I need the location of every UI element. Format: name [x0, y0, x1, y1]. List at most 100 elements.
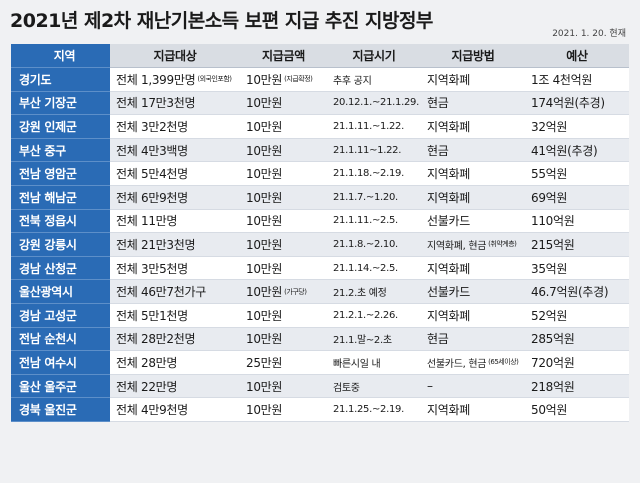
target-value: 전체 4만9천명 — [116, 403, 188, 418]
cell-amount: 10만원 — [240, 233, 327, 257]
cell-when: 21.1.말~2.초 — [327, 327, 421, 352]
cell-target: 전체 22만명 — [110, 374, 240, 399]
cell-budget: 55억원 — [525, 162, 629, 186]
cell-method: 지역화폐 — [421, 256, 525, 281]
method-value: 지역화폐 — [427, 72, 470, 87]
cell-budget: 52억원 — [525, 303, 629, 328]
cell-method: 현금 — [421, 138, 525, 163]
cell-when: 21.1.11~1.22. — [327, 138, 421, 163]
cell-method: 지역화폐 — [421, 185, 525, 210]
cell-method: 지역화폐 — [421, 162, 525, 186]
cell-target: 전체 4만3백명 — [110, 138, 240, 163]
cell-amount: 10만원 — [240, 185, 327, 210]
amount-note: (가구당) — [284, 287, 307, 296]
cell-region: 부산 중구 — [11, 138, 110, 163]
amount-value: 25만원 — [246, 355, 283, 370]
cell-budget: 285억원 — [525, 327, 629, 352]
cell-region: 경남 산청군 — [11, 256, 110, 281]
cell-budget: 174억원(추경) — [525, 91, 629, 116]
method-value: 선불카드 — [427, 214, 470, 229]
cell-when: 검토중 — [327, 374, 421, 399]
target-value: 전체 11만명 — [116, 214, 178, 229]
cell-budget: 46.7억원(추경) — [525, 280, 629, 304]
header-when: 지급시기 — [327, 44, 421, 68]
method-value: 지역화폐 — [427, 261, 470, 276]
amount-value: 10만원 — [246, 237, 283, 252]
table-row: 울산 울주군 전체 22만명 10만원 검토중 – 218억원 — [11, 374, 629, 399]
cell-when: 21.1.11.~2.5. — [327, 209, 421, 234]
cell-region: 경남 고성군 — [11, 303, 110, 328]
cell-when: 21.2.초 예정 — [327, 280, 421, 304]
cell-amount: 10만원 — [240, 256, 327, 281]
cell-target: 전체 1,399만명 (외국인포함) — [110, 68, 240, 92]
header-method: 지급방법 — [421, 44, 525, 68]
method-value: 현금 — [427, 332, 449, 347]
cell-amount: 10만원 — [240, 209, 327, 234]
header-region: 지역 — [11, 44, 110, 68]
cell-region: 전북 정읍시 — [11, 209, 110, 234]
table-row: 울산광역시 전체 46만7천가구 10만원 (가구당) 21.2.초 예정 선불카드 46.… — [11, 280, 629, 304]
table-row: 경북 울진군 전체 4만9천명 10만원 21.1.25.~2.19. 지역화폐 50억원 — [11, 398, 629, 422]
amount-value: 10만원 — [246, 308, 283, 323]
target-value: 전체 28만2천명 — [116, 332, 196, 347]
method-value: 지역화폐 — [427, 190, 470, 205]
cell-amount: 10만원 — [240, 327, 327, 352]
cell-amount: 10만원 (가구당) — [240, 280, 327, 304]
amount-value: 10만원 — [246, 403, 283, 418]
table-header-row: 지역 지급대상 지급금액 지급시기 지급방법 예산 — [11, 44, 629, 68]
cell-method: 선불카드 — [421, 209, 525, 234]
cell-target: 전체 17만3천명 — [110, 91, 240, 116]
amount-value: 10만원 — [246, 332, 283, 347]
cell-region: 전남 영암군 — [11, 162, 110, 186]
cell-target: 전체 28만명 — [110, 351, 240, 375]
target-value: 전체 6만9천명 — [116, 190, 188, 205]
cell-amount: 10만원 — [240, 138, 327, 163]
cell-budget: 1조 4천억원 — [525, 68, 629, 92]
cell-region: 울산 울주군 — [11, 374, 110, 399]
amount-value: 10만원 — [246, 167, 283, 182]
cell-target: 전체 3만5천명 — [110, 256, 240, 281]
cell-region: 전남 여수시 — [11, 351, 110, 375]
amount-value: 10만원 — [246, 72, 283, 87]
cell-budget: 215억원 — [525, 233, 629, 257]
table-row: 경남 고성군 전체 5만1천명 10만원 21.2.1.~2.26. 지역화폐 52억원 — [11, 303, 629, 328]
header-target: 지급대상 — [110, 44, 240, 68]
table-row: 전남 순천시 전체 28만2천명 10만원 21.1.말~2.초 현금 285억원 — [11, 327, 629, 352]
cell-budget: 50억원 — [525, 398, 629, 422]
cell-amount: 10만원 — [240, 115, 327, 139]
method-value: 현금 — [427, 96, 449, 111]
cell-region: 경북 울진군 — [11, 398, 110, 422]
amount-value: 10만원 — [246, 119, 283, 134]
method-note: (65세이상) — [488, 358, 519, 367]
cell-target: 전체 11만명 — [110, 209, 240, 234]
cell-target: 전체 46만7천가구 — [110, 280, 240, 304]
table-row: 전남 해남군 전체 6만9천명 10만원 21.1.7.~1.20. 지역화폐 69억원 — [11, 185, 629, 210]
cell-target: 전체 5만1천명 — [110, 303, 240, 328]
method-value: 지역화폐 — [427, 403, 470, 418]
cell-method: 현금 — [421, 91, 525, 116]
amount-value: 10만원 — [246, 214, 283, 229]
table-row: 전남 영암군 전체 5만4천명 10만원 21.1.18.~2.19. 지역화폐 55억원 — [11, 162, 629, 186]
cell-when: 21.1.7.~1.20. — [327, 185, 421, 210]
method-value: – — [427, 379, 433, 394]
amount-value: 10만원 — [246, 285, 283, 300]
target-value: 전체 46만7천가구 — [116, 285, 206, 300]
cell-region: 강원 강릉시 — [11, 233, 110, 257]
method-value: 선불카드, 현금 — [427, 358, 487, 370]
target-value: 전체 3만2천명 — [116, 119, 188, 134]
header-amount: 지급금액 — [240, 44, 327, 68]
data-table: 지역 지급대상 지급금액 지급시기 지급방법 예산 경기도 전체 1,399만명(… — [11, 44, 629, 422]
amount-value: 10만원 — [246, 96, 283, 111]
table-row: 강원 인제군 전체 3만2천명 10만원 21.1.11.~1.22. 지역화폐 32억원 — [11, 115, 629, 139]
method-value: 지역화폐, 현금 — [427, 240, 487, 252]
page-title: 2021년 제2차 재난기본소득 보편 지급 추진 지방정부 — [10, 10, 433, 32]
cell-region: 울산광역시 — [11, 280, 110, 304]
cell-when: 21.1.18.~2.19. — [327, 162, 421, 186]
cell-amount: 10만원 — [240, 91, 327, 116]
cell-target: 전체 6만9천명 — [110, 185, 240, 210]
cell-target: 전체 28만2천명 — [110, 327, 240, 352]
header-budget: 예산 — [525, 44, 629, 68]
cell-region: 전남 해남군 — [11, 185, 110, 210]
amount-value: 10만원 — [246, 379, 283, 394]
cell-method: 선불카드, 현금 (65세이상) — [421, 351, 525, 375]
